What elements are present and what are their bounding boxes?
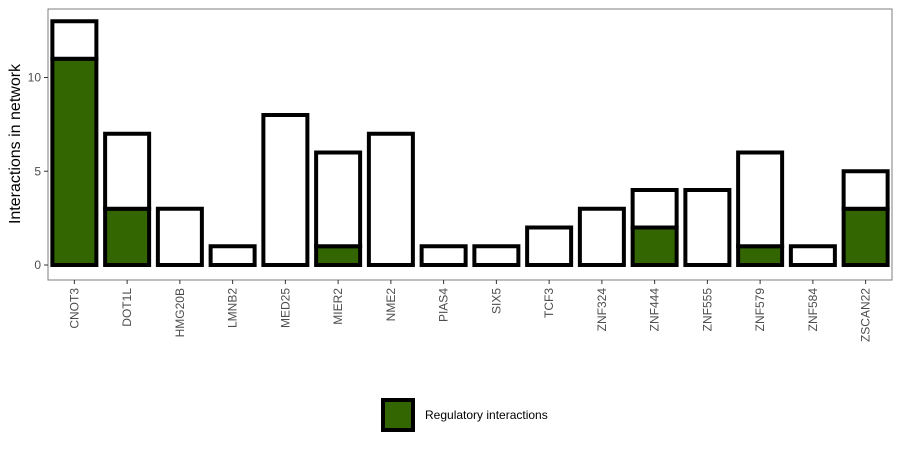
bar-other-znf324 <box>577 206 626 267</box>
bars-group <box>50 19 890 267</box>
bar-med25 <box>261 113 310 267</box>
legend-swatch <box>381 398 415 432</box>
x-axis: CNOT3 DOT1L HMG20B LMNB2 MED25 MIER2 NME2 PIAS4… <box>67 280 873 342</box>
bar-regulatory-cnot3 <box>50 56 99 267</box>
bar-lmnb2 <box>208 244 257 267</box>
bar-tcf3 <box>525 225 574 267</box>
x-tick-label: LMNB2 <box>226 288 240 328</box>
x-tick-label: ZNF555 <box>700 288 714 332</box>
x-tick-label: SIX5 <box>489 288 503 314</box>
bar-regulatory-znf444 <box>630 225 679 267</box>
bar-regulatory-mier2 <box>314 244 363 267</box>
bar-six5 <box>472 244 521 267</box>
bar-regulatory-dot1l <box>103 206 152 267</box>
bar-nme2 <box>366 131 415 267</box>
bar-other-six5 <box>472 244 521 267</box>
bar-other-pias4 <box>419 244 468 267</box>
y-axis: 0 5 10 <box>28 71 48 272</box>
bar-other-med25 <box>261 113 310 267</box>
bar-znf584 <box>788 244 837 267</box>
x-tick-label: PIAS4 <box>437 288 451 322</box>
bar-hmg20b <box>155 206 204 267</box>
bar-regulatory-znf579 <box>736 244 785 267</box>
x-tick-label: ZNF579 <box>753 288 767 332</box>
bar-other-nme2 <box>366 131 415 267</box>
bar-cnot3 <box>50 19 99 267</box>
bar-pias4 <box>419 244 468 267</box>
x-tick-label: ZSCAN22 <box>859 288 873 342</box>
bar-other-znf444 <box>630 188 679 230</box>
bar-other-znf555 <box>683 188 732 267</box>
legend: Regulatory interactions <box>381 398 548 432</box>
x-tick-label: MIER2 <box>331 288 345 325</box>
x-tick-label: DOT1L <box>120 288 134 327</box>
x-tick-label: MED25 <box>278 288 292 328</box>
bar-other-zscan22 <box>841 169 890 211</box>
y-axis-title: Interactions in network <box>7 63 24 224</box>
legend-label: Regulatory interactions <box>425 408 548 422</box>
x-tick-label: CNOT3 <box>67 288 81 329</box>
bar-other-znf584 <box>788 244 837 267</box>
y-tick-label: 5 <box>34 164 41 178</box>
bar-zscan22 <box>841 169 890 267</box>
bar-other-lmnb2 <box>208 244 257 267</box>
y-tick-label: 10 <box>28 71 42 85</box>
bar-other-cnot3 <box>50 19 99 61</box>
bar-dot1l <box>103 131 152 267</box>
x-tick-label: TCF3 <box>542 288 556 318</box>
bar-znf324 <box>577 206 626 267</box>
bar-other-znf579 <box>736 150 785 249</box>
y-tick-label: 0 <box>34 258 41 272</box>
bar-regulatory-zscan22 <box>841 206 890 267</box>
x-tick-label: ZNF584 <box>806 288 820 332</box>
bar-other-mier2 <box>314 150 363 249</box>
bar-znf579 <box>736 150 785 267</box>
x-tick-label: HMG20B <box>173 288 187 337</box>
bar-znf444 <box>630 188 679 267</box>
bar-znf555 <box>683 188 732 267</box>
x-tick-label: ZNF324 <box>595 288 609 332</box>
bar-other-tcf3 <box>525 225 574 267</box>
x-tick-label: ZNF444 <box>648 288 662 332</box>
x-tick-label: NME2 <box>384 288 398 322</box>
bar-mier2 <box>314 150 363 267</box>
bar-other-hmg20b <box>155 206 204 267</box>
bar-other-dot1l <box>103 131 152 211</box>
